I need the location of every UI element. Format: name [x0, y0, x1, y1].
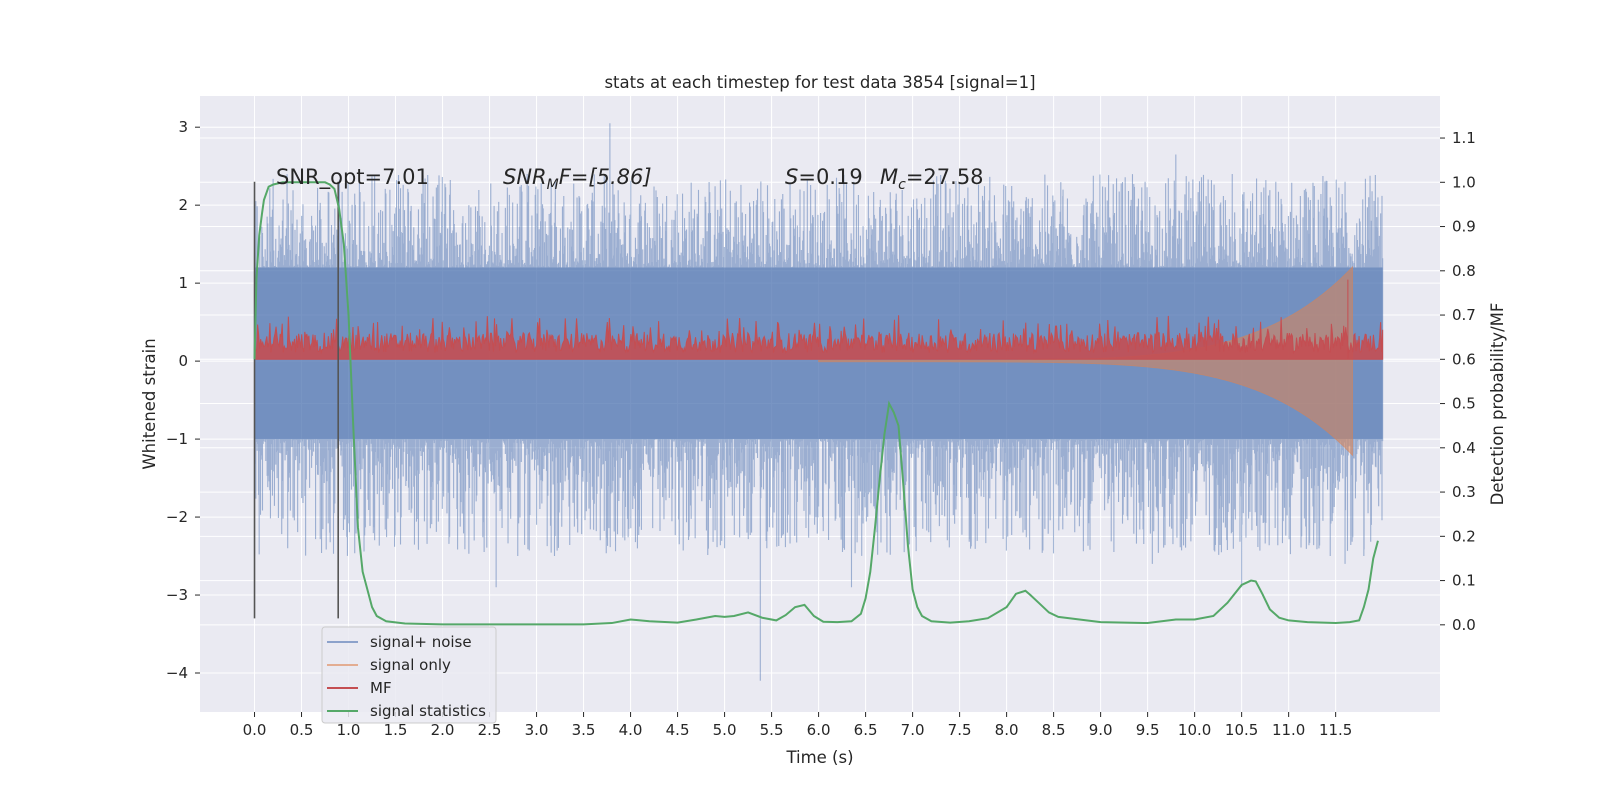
- x-axis-label: Time (s): [785, 748, 853, 767]
- x-tick-label-15: 7.5: [948, 721, 972, 739]
- series-mf: [254, 279, 1384, 360]
- chart-title: stats at each timestep for test data 385…: [604, 73, 1035, 92]
- annotation-mc: Mc=27.58: [880, 165, 984, 193]
- y-axis-left: 3 2 1 0 −1 −2 −3 −4: [166, 118, 200, 682]
- annotation-mc-val: =27.58: [906, 165, 984, 189]
- annotation-snr-opt: SNR_opt=7.01: [276, 165, 429, 190]
- y-right-tick-label-8: 0.3: [1452, 483, 1476, 501]
- y-right-tick-label-4: 0.7: [1452, 306, 1476, 324]
- x-tick-label-8: 4.0: [619, 721, 643, 739]
- legend-label-0: signal+ noise: [370, 633, 472, 651]
- y-right-tick-label-2: 0.9: [1452, 218, 1476, 236]
- x-tick-label-13: 6.5: [854, 721, 878, 739]
- legend-label-2: MF: [370, 679, 392, 697]
- x-tick-label-21: 10.5: [1225, 721, 1258, 739]
- x-tick-label-9: 4.5: [666, 721, 690, 739]
- x-tick-label-2: 1.0: [337, 721, 361, 739]
- y-right-tick-label-1: 1.0: [1452, 173, 1476, 191]
- series-signal-only: [818, 265, 1353, 457]
- y-axis-right: 1.1 1.0 0.9 0.8 0.7 0.6 0.5 0.4 0.3 0.2 0.1 0.0: [1440, 129, 1476, 634]
- x-tick-label-10: 5.0: [713, 721, 737, 739]
- y-right-tick-label-10: 0.1: [1452, 572, 1476, 590]
- series-layer: [253, 123, 1384, 681]
- y-axis-left-label: Whitened strain: [140, 338, 159, 469]
- annotation-snr-mf-base: SNR: [503, 165, 547, 189]
- y-right-tick-label-5: 0.6: [1452, 350, 1476, 368]
- y-right-tick-label-9: 0.2: [1452, 527, 1476, 545]
- legend-label-3: signal statistics: [370, 702, 486, 720]
- annotation-snr-mf: SNRMF=[5.86]: [503, 165, 652, 193]
- legend-label-1: signal only: [370, 656, 451, 674]
- annotation-s-var: S: [785, 165, 798, 189]
- y-left-tick-label-6: −3: [166, 586, 188, 604]
- y-left-tick-label-1: 2: [178, 196, 188, 214]
- x-tick-label-14: 7.0: [901, 721, 925, 739]
- x-tick-label-18: 9.0: [1089, 721, 1113, 739]
- annotation-mc-sub: c: [898, 177, 906, 193]
- x-tick-label-4: 2.0: [431, 721, 455, 739]
- x-tick-label-23: 11.5: [1319, 721, 1352, 739]
- x-tick-label-0: 0.0: [243, 721, 267, 739]
- y-left-tick-label-0: 3: [178, 118, 188, 136]
- annotation-mc-var: M: [880, 165, 898, 189]
- annotation-snr-mf-rest: F=[5.86]: [559, 165, 652, 189]
- y-left-tick-label-2: 1: [178, 274, 188, 292]
- legend: signal+ noise signal only MF signal statist…: [321, 626, 497, 724]
- annotation-s-val: =0.19: [798, 165, 862, 189]
- x-tick-label-1: 0.5: [290, 721, 314, 739]
- y-right-tick-label-0: 1.1: [1452, 129, 1476, 147]
- y-left-tick-label-4: −1: [166, 430, 188, 448]
- legend-box: [321, 626, 497, 724]
- y-left-tick-label-7: −4: [166, 664, 188, 682]
- x-tick-label-6: 3.0: [525, 721, 549, 739]
- x-axis: 0.0 0.5 1.0 1.5 2.0 2.5 3.0 3.5 4.0 4.5 5.0 5.5 6.0 6…: [243, 712, 1352, 739]
- x-tick-label-11: 5.5: [760, 721, 784, 739]
- annotation-s: S=0.19: [785, 165, 863, 189]
- series-signal-statistics: [253, 181, 1379, 626]
- y-axis-right-label: Detection probability/MF: [1488, 303, 1507, 506]
- x-tick-label-7: 3.5: [572, 721, 596, 739]
- x-tick-label-16: 8.0: [995, 721, 1019, 739]
- x-tick-label-20: 10.0: [1178, 721, 1211, 739]
- y-left-tick-label-3: 0: [178, 352, 188, 370]
- x-tick-label-22: 11.0: [1272, 721, 1305, 739]
- x-tick-label-19: 9.5: [1136, 721, 1160, 739]
- x-tick-label-12: 6.0: [807, 721, 831, 739]
- annotations: SNR_opt=7.01 SNRMF=[5.86] S=0.19 Mc=27.5…: [276, 165, 984, 193]
- y-right-tick-label-3: 0.8: [1452, 262, 1476, 280]
- y-right-tick-label-11: 0.0: [1452, 616, 1476, 634]
- y-left-tick-label-5: −2: [166, 508, 188, 526]
- x-tick-label-3: 1.5: [384, 721, 408, 739]
- x-tick-label-17: 8.5: [1042, 721, 1066, 739]
- y-right-tick-label-6: 0.5: [1452, 395, 1476, 413]
- y-right-tick-label-7: 0.4: [1452, 439, 1476, 457]
- vertical-markers: [253, 181, 339, 619]
- annotation-snr-mf-sub: M: [547, 177, 559, 193]
- x-tick-label-5: 2.5: [478, 721, 502, 739]
